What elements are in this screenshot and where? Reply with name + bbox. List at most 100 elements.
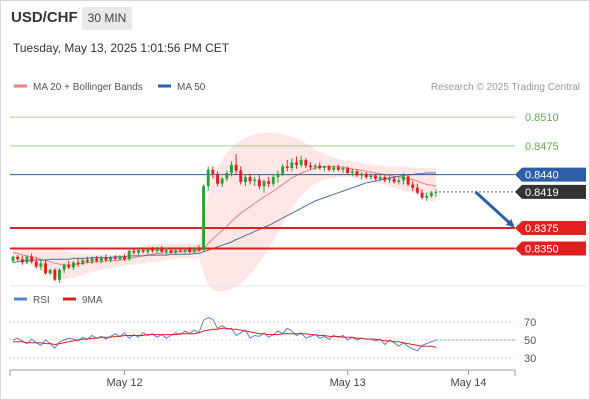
candle <box>206 169 210 187</box>
candle <box>113 257 117 260</box>
candle <box>285 166 289 168</box>
level-label-4: 0.8350 <box>525 244 559 256</box>
candle <box>192 248 196 252</box>
candle <box>127 251 131 260</box>
candle <box>364 173 368 178</box>
candle <box>20 259 24 263</box>
bollinger-band <box>13 132 436 292</box>
candle <box>39 263 43 267</box>
candle <box>318 165 322 169</box>
level-label-1: 0.8475 <box>525 141 559 153</box>
candle <box>355 171 359 176</box>
candle <box>44 263 47 274</box>
rsi-line <box>12 316 437 352</box>
timeframe-badge[interactable]: 30 MIN <box>82 7 132 30</box>
candle <box>239 170 243 182</box>
candle <box>137 250 140 253</box>
pivot-tag <box>515 167 586 182</box>
candle <box>76 262 80 265</box>
candle <box>146 249 150 252</box>
candle <box>267 181 271 184</box>
candle <box>350 171 354 173</box>
candle <box>234 164 238 171</box>
candle <box>151 249 154 251</box>
candle <box>309 165 312 168</box>
timestamp: Tuesday, May 13, 2025 1:01:56 PM CET <box>13 41 230 55</box>
rsi-legend-label-1: 9MA <box>82 295 103 306</box>
candle <box>85 260 89 262</box>
candle <box>197 248 201 251</box>
level-label-2: 0.8440 <box>525 170 559 182</box>
candle <box>160 248 164 252</box>
candle <box>392 178 396 182</box>
candle <box>58 269 61 280</box>
candle <box>313 165 317 168</box>
candle <box>230 164 233 173</box>
support-tag-4 <box>515 241 586 256</box>
candle <box>118 256 122 260</box>
candle <box>415 187 419 193</box>
candle <box>16 256 20 260</box>
candle <box>216 173 219 184</box>
candle <box>346 168 350 173</box>
candle <box>62 264 66 270</box>
candle <box>53 269 57 280</box>
candle <box>262 181 266 187</box>
candle <box>169 250 173 253</box>
candle <box>99 257 103 261</box>
candle <box>276 173 280 178</box>
candle <box>434 191 438 193</box>
watermark: Research © 2025 Trading Central <box>431 82 580 93</box>
rsi-tick-70: 70 <box>524 317 536 329</box>
candle <box>425 196 429 198</box>
candle <box>132 251 136 253</box>
legend-label-0: MA 20 + Bollinger Bands <box>33 82 143 93</box>
rsi-ma-line <box>13 327 437 348</box>
candle <box>411 184 415 188</box>
candle <box>67 264 71 268</box>
candle <box>327 166 331 170</box>
last-price-tag <box>515 184 586 199</box>
candle <box>141 250 145 252</box>
candle <box>304 159 308 166</box>
candle <box>378 177 382 179</box>
candle <box>95 258 99 261</box>
candle <box>211 169 215 174</box>
candle <box>104 257 108 261</box>
legend-label-1: MA 50 <box>177 82 206 93</box>
candle <box>295 162 298 165</box>
candle <box>271 177 275 184</box>
candle <box>174 250 178 253</box>
candle <box>81 260 85 265</box>
x-tick-label-1: May 13 <box>330 377 366 389</box>
candle <box>30 256 34 262</box>
rsi-legend-label-0: RSI <box>33 295 50 306</box>
candle <box>225 173 229 179</box>
candle <box>253 179 257 182</box>
level-label-3: 0.8375 <box>525 223 559 235</box>
candle <box>383 177 387 181</box>
candle <box>11 256 15 261</box>
candle <box>34 261 38 267</box>
x-tick-label-0: May 12 <box>107 377 143 389</box>
x-tick-label-2: May 14 <box>450 377 486 389</box>
ma50-line <box>12 172 436 263</box>
candle <box>406 176 410 185</box>
candle <box>429 192 433 196</box>
candle <box>72 262 75 268</box>
last-price-label: 0.8419 <box>525 187 559 199</box>
forecast-arrow <box>474 190 515 228</box>
candle <box>183 249 187 251</box>
rsi-tick-30: 30 <box>524 353 536 365</box>
symbol-title: USD/CHF <box>11 9 78 26</box>
candle <box>109 257 113 261</box>
candle <box>341 168 345 170</box>
candle <box>188 249 192 252</box>
candle <box>155 248 159 251</box>
candle <box>178 250 182 252</box>
candle <box>281 166 285 174</box>
candle <box>323 166 326 168</box>
rsi-tick-50: 50 <box>524 335 536 347</box>
candle <box>397 180 401 182</box>
